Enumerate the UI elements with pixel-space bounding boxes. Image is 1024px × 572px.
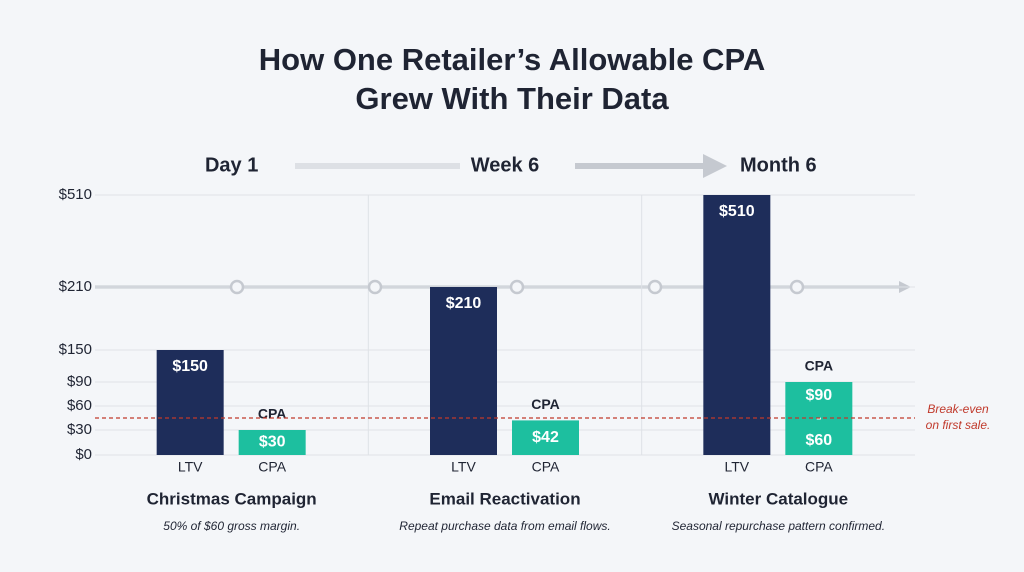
timeline-dot [367, 279, 383, 295]
break-even-label: on first sale. [926, 418, 991, 432]
timeline-dot [229, 279, 245, 295]
category-subtitle: Repeat purchase data from email flows. [399, 519, 610, 533]
y-tick-label: $150 [59, 341, 92, 358]
value-label: $150 [172, 358, 208, 375]
ltv-bar [703, 195, 771, 455]
chart-title: How One Retailer’s Allowable CPA [259, 42, 765, 77]
cpa-bar [238, 430, 306, 455]
y-tick-label: $90 [67, 373, 92, 390]
value-label: $90 [805, 387, 832, 404]
x-axis-label: LTV [725, 459, 750, 475]
x-axis-label: LTV [451, 459, 476, 475]
cpa-bar [512, 420, 579, 455]
y-tick-label: $210 [59, 278, 92, 295]
category-subtitle: 50% of $60 gross margin. [163, 519, 300, 533]
phase-label: Day 1 [205, 154, 258, 176]
timeline-dot [647, 279, 663, 295]
cpa-label: CPA [805, 358, 834, 374]
category-label: Winter Catalogue [709, 489, 849, 508]
value-label: $60 [805, 432, 832, 449]
x-axis-label: CPA [258, 459, 286, 475]
x-axis-label: CPA [805, 459, 833, 475]
category-subtitle: Seasonal repurchase pattern confirmed. [672, 519, 885, 533]
timeline-dot [789, 279, 805, 295]
ltv-bar [156, 350, 224, 455]
y-tick-label: $510 [59, 186, 92, 203]
x-axis-label: CPA [532, 459, 560, 475]
break-even-label: Break-even [927, 402, 989, 416]
category-label: Christmas Campaign [147, 489, 317, 508]
value-label: $42 [532, 429, 559, 446]
value-label: $30 [259, 434, 286, 451]
timeline-dot [509, 279, 525, 295]
chart-title: Grew With Their Data [355, 81, 669, 116]
cpa-label: CPA [531, 396, 560, 412]
value-label: $510 [719, 203, 755, 220]
category-label: Email Reactivation [429, 489, 580, 508]
phase-label: Week 6 [471, 154, 540, 176]
y-tick-label: $0 [75, 446, 92, 463]
x-axis-label: LTV [178, 459, 203, 475]
y-tick-label: $60 [67, 397, 92, 414]
y-tick-label: $30 [67, 421, 92, 438]
ltv-bar [430, 287, 497, 455]
cpa-label: CPA [258, 406, 287, 422]
value-label: $210 [446, 295, 482, 312]
phase-label: Month 6 [740, 154, 817, 176]
